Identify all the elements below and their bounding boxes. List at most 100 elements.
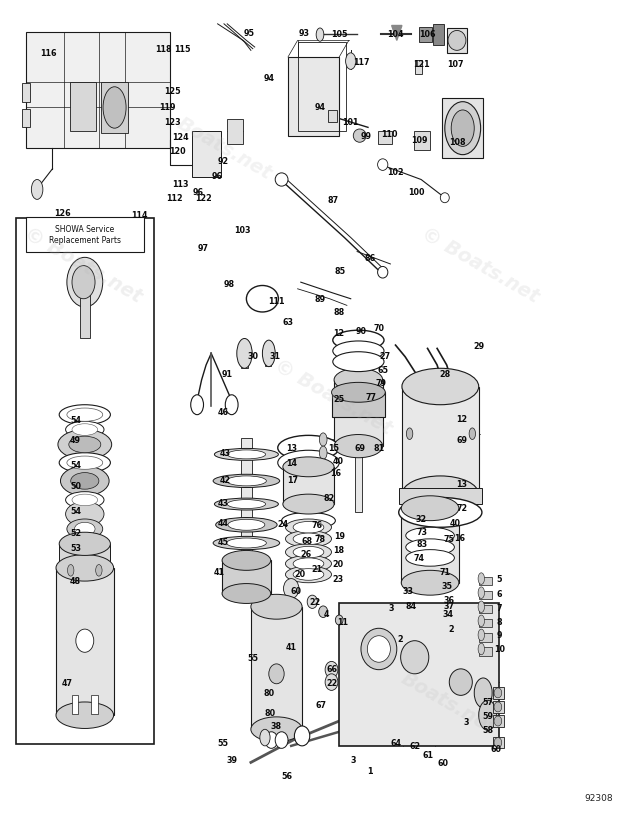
Bar bbox=[222, 561, 271, 594]
Text: 28: 28 bbox=[439, 370, 451, 378]
Ellipse shape bbox=[332, 383, 385, 403]
Text: 36: 36 bbox=[444, 595, 455, 604]
Ellipse shape bbox=[227, 538, 266, 548]
Text: 53: 53 bbox=[70, 543, 81, 552]
Text: 106: 106 bbox=[419, 31, 436, 39]
Text: 98: 98 bbox=[223, 280, 235, 288]
Ellipse shape bbox=[285, 519, 332, 536]
Ellipse shape bbox=[69, 437, 101, 453]
Text: 1: 1 bbox=[367, 767, 372, 775]
Text: 31: 31 bbox=[269, 351, 281, 360]
Bar bbox=[399, 488, 482, 504]
Text: 18: 18 bbox=[333, 546, 345, 554]
Text: 13: 13 bbox=[456, 480, 468, 488]
Text: 94: 94 bbox=[314, 103, 326, 112]
Text: 16: 16 bbox=[454, 533, 465, 542]
Text: 70: 70 bbox=[373, 324, 385, 332]
Text: 38: 38 bbox=[271, 722, 282, 730]
Text: 2: 2 bbox=[397, 634, 403, 643]
Text: 29: 29 bbox=[473, 342, 484, 350]
Text: 40: 40 bbox=[450, 519, 461, 527]
Ellipse shape bbox=[474, 678, 492, 708]
Text: 20: 20 bbox=[294, 570, 305, 578]
Text: 76: 76 bbox=[311, 521, 323, 529]
Text: 33: 33 bbox=[403, 586, 414, 595]
Ellipse shape bbox=[67, 409, 103, 422]
Ellipse shape bbox=[378, 267, 388, 279]
Polygon shape bbox=[392, 26, 402, 41]
Bar bbox=[251, 607, 302, 729]
Ellipse shape bbox=[237, 339, 252, 369]
Bar bbox=[328, 111, 337, 122]
Text: 26: 26 bbox=[300, 550, 312, 558]
Text: SHOWA Service
Replacement Parts: SHOWA Service Replacement Parts bbox=[49, 225, 121, 245]
Bar bbox=[265, 355, 271, 366]
Text: 102: 102 bbox=[387, 168, 404, 176]
Text: 124: 124 bbox=[172, 133, 189, 141]
Ellipse shape bbox=[251, 717, 302, 742]
Text: 60: 60 bbox=[290, 586, 301, 595]
Text: 96: 96 bbox=[212, 172, 223, 180]
Text: 92: 92 bbox=[217, 157, 228, 165]
Ellipse shape bbox=[333, 342, 384, 361]
Ellipse shape bbox=[333, 352, 384, 372]
Text: 115: 115 bbox=[174, 45, 191, 54]
Ellipse shape bbox=[67, 519, 103, 539]
Text: 65: 65 bbox=[377, 366, 388, 374]
Ellipse shape bbox=[479, 700, 497, 730]
Bar bbox=[283, 467, 334, 504]
Ellipse shape bbox=[448, 31, 466, 51]
Text: 22: 22 bbox=[326, 678, 337, 686]
Text: 82: 82 bbox=[324, 494, 335, 502]
Text: 69: 69 bbox=[456, 436, 468, 444]
Ellipse shape bbox=[283, 457, 334, 477]
Text: 20: 20 bbox=[332, 560, 344, 568]
Bar bbox=[419, 28, 432, 43]
Text: 41: 41 bbox=[213, 568, 225, 576]
Bar bbox=[332, 393, 385, 418]
Text: 4: 4 bbox=[324, 609, 329, 618]
Text: 95: 95 bbox=[244, 29, 255, 37]
Text: 60: 60 bbox=[490, 744, 502, 753]
Ellipse shape bbox=[478, 587, 484, 599]
Text: 89: 89 bbox=[314, 295, 326, 304]
Text: 55: 55 bbox=[217, 739, 228, 747]
Ellipse shape bbox=[451, 111, 474, 147]
Text: 92308: 92308 bbox=[584, 793, 613, 802]
Text: 48: 48 bbox=[70, 576, 81, 585]
Text: Boats.net: Boats.net bbox=[397, 668, 499, 738]
Bar bbox=[334, 380, 383, 447]
Bar bbox=[288, 58, 339, 136]
Bar bbox=[415, 61, 422, 74]
Text: 86: 86 bbox=[364, 254, 376, 262]
Text: 2: 2 bbox=[449, 624, 454, 633]
Bar bbox=[479, 619, 492, 628]
Text: 13: 13 bbox=[285, 444, 297, 452]
Ellipse shape bbox=[225, 395, 238, 415]
Text: 109: 109 bbox=[411, 136, 428, 145]
Text: 50: 50 bbox=[70, 482, 81, 490]
Ellipse shape bbox=[285, 566, 332, 583]
Ellipse shape bbox=[401, 641, 429, 674]
Ellipse shape bbox=[71, 473, 99, 490]
Bar bbox=[414, 132, 430, 151]
Ellipse shape bbox=[251, 595, 302, 619]
Ellipse shape bbox=[72, 495, 98, 506]
Text: 111: 111 bbox=[268, 297, 285, 305]
Text: 63: 63 bbox=[282, 318, 294, 327]
Ellipse shape bbox=[335, 615, 343, 625]
Text: 60: 60 bbox=[437, 758, 449, 767]
Bar bbox=[378, 131, 392, 145]
Ellipse shape bbox=[61, 466, 109, 496]
Text: 99: 99 bbox=[360, 132, 372, 141]
Text: 117: 117 bbox=[353, 58, 370, 66]
Ellipse shape bbox=[260, 729, 270, 746]
Bar bbox=[339, 604, 499, 746]
Bar bbox=[447, 29, 467, 54]
Bar bbox=[402, 387, 479, 495]
Text: 80: 80 bbox=[263, 689, 275, 697]
Text: 15: 15 bbox=[328, 444, 340, 452]
Text: 73: 73 bbox=[417, 528, 428, 536]
Ellipse shape bbox=[478, 573, 484, 585]
Text: 54: 54 bbox=[70, 507, 81, 515]
